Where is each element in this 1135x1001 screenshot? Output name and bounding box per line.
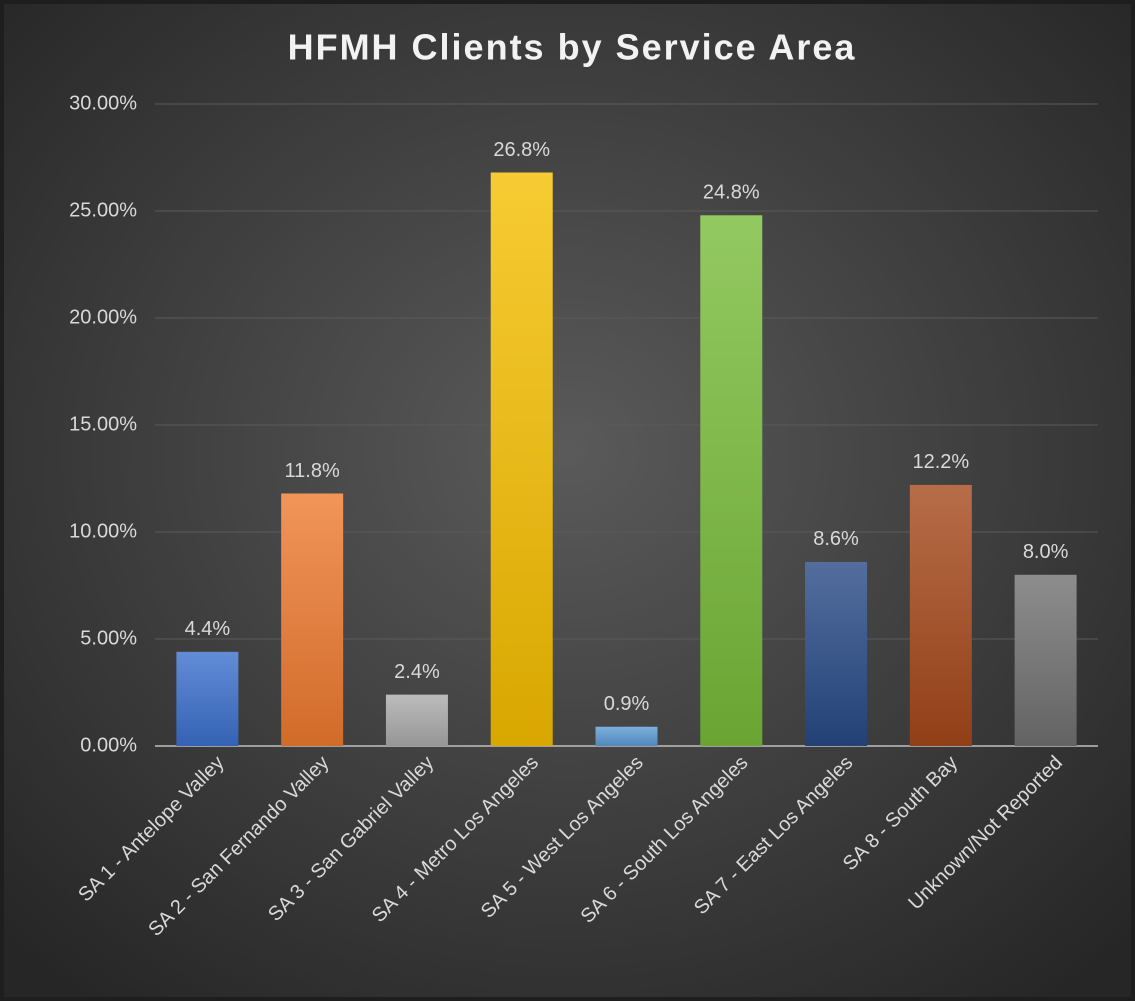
y-tick-label: 20.00% xyxy=(69,306,137,328)
bar xyxy=(281,493,344,746)
y-tick-label: 25.00% xyxy=(69,199,137,221)
y-tick-label: 10.00% xyxy=(69,520,137,542)
chart-title: HFMH Clients by Service Area xyxy=(288,27,857,68)
data-label: 0.9% xyxy=(604,693,650,715)
y-tick-label: 30.00% xyxy=(69,92,137,114)
data-label: 8.6% xyxy=(813,528,859,550)
data-label: 2.4% xyxy=(394,661,440,683)
data-label: 12.2% xyxy=(912,451,969,473)
bar xyxy=(490,172,553,747)
data-label: 26.8% xyxy=(493,139,550,161)
bar xyxy=(595,726,658,746)
y-tick-label: 5.00% xyxy=(80,627,137,649)
data-label: 24.8% xyxy=(703,182,760,204)
y-tick-label: 0.00% xyxy=(80,734,137,756)
bar xyxy=(700,215,763,746)
bar xyxy=(385,694,448,746)
data-label: 4.4% xyxy=(185,618,231,640)
bar xyxy=(909,484,972,746)
y-tick-label: 15.00% xyxy=(69,413,137,435)
bar xyxy=(805,561,868,746)
bar xyxy=(176,651,239,746)
bar xyxy=(1014,574,1077,746)
data-label: 8.0% xyxy=(1023,541,1069,563)
data-label: 11.8% xyxy=(285,460,340,482)
